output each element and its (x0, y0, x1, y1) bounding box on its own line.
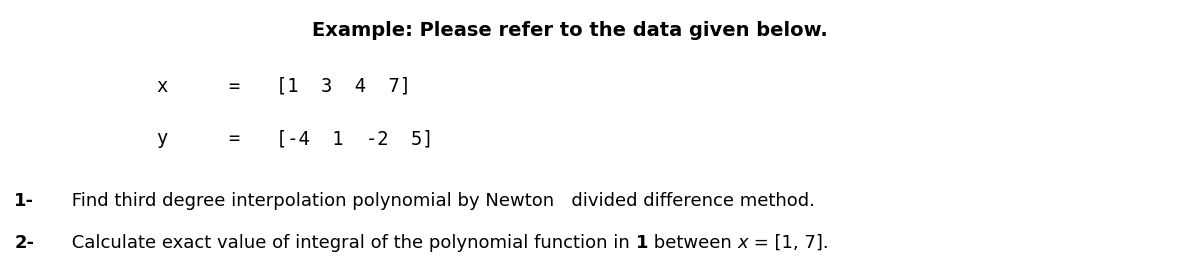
Text: between: between (648, 234, 738, 252)
Text: y: y (156, 129, 167, 148)
Text: 1-: 1- (14, 192, 35, 210)
Text: =: = (228, 77, 239, 96)
Text: [-4  1  -2  5]: [-4 1 -2 5] (276, 129, 433, 148)
Text: x: x (738, 234, 748, 252)
Text: Example: Please refer to the data given below.: Example: Please refer to the data given … (312, 21, 828, 40)
Text: 1: 1 (636, 234, 648, 252)
Text: [1  3  4  7]: [1 3 4 7] (276, 77, 410, 96)
Text: 2-: 2- (14, 234, 35, 252)
Text: x: x (156, 77, 167, 96)
Text: Find third degree interpolation polynomial by Newton   divided difference method: Find third degree interpolation polynomi… (66, 192, 815, 210)
Text: Calculate exact value of integral of the polynomial function in: Calculate exact value of integral of the… (66, 234, 636, 252)
Text: =: = (228, 129, 239, 148)
Text: = [1, 7].: = [1, 7]. (748, 234, 829, 252)
